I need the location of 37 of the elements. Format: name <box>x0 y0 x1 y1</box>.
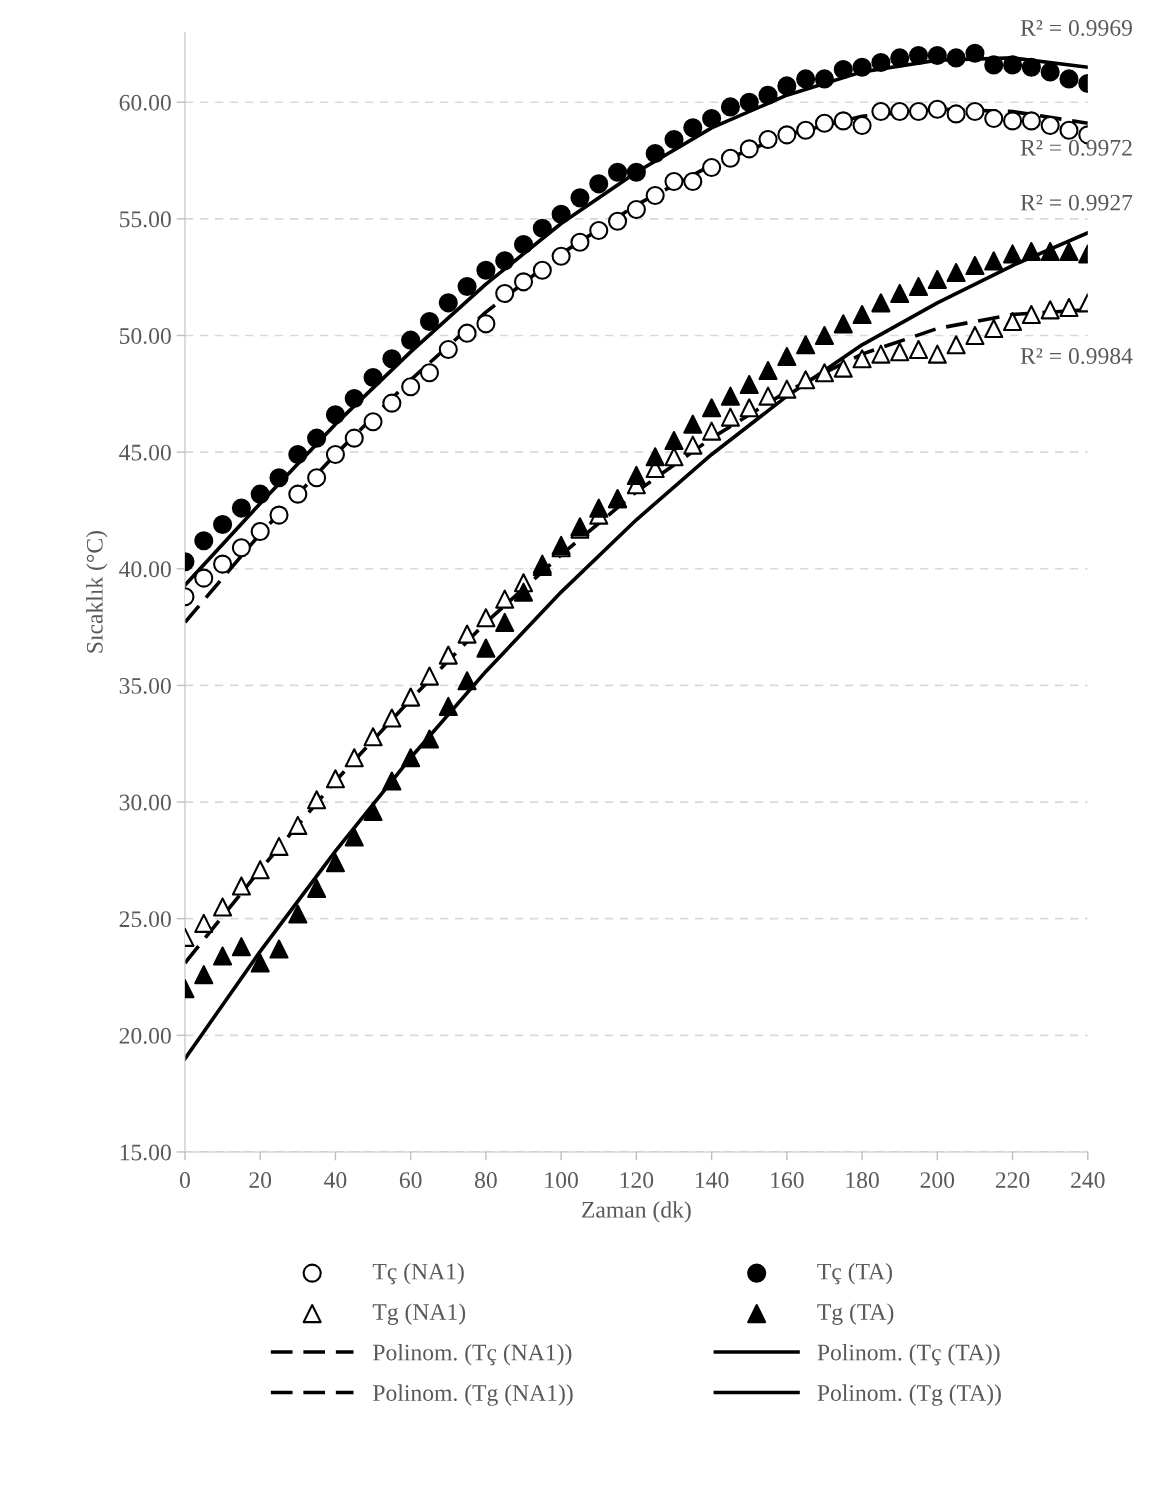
x-tick-label: 220 <box>995 1172 1030 1189</box>
x-axis-title: Zaman (dk) <box>582 1201 691 1223</box>
y-axis-title: Sıcaklık (°C) <box>86 531 108 653</box>
y-tick-label: 60.00 <box>119 94 171 111</box>
legend-label: Polinom. (Tç (TA)) <box>817 1343 1000 1366</box>
legend-label: Polinom. (Tç (NA1)) <box>373 1343 572 1366</box>
x-tick-label: 80 <box>475 1172 497 1189</box>
annotation: R² = 0.9984 <box>1020 348 1133 365</box>
annotation: R² = 0.9927 <box>1020 194 1133 211</box>
legend-label: Tç (NA1) <box>372 1262 464 1285</box>
y-tick-label: 40.00 <box>119 561 171 578</box>
x-tick-label: 140 <box>695 1172 729 1189</box>
x-tick-label: 180 <box>846 1172 879 1189</box>
y-tick-label: 30.00 <box>119 794 171 811</box>
y-tick-label: 15.00 <box>120 1144 171 1161</box>
y-tick-label: 55.00 <box>120 211 171 228</box>
x-tick-label: 160 <box>771 1172 804 1189</box>
x-tick-label: 60 <box>399 1172 422 1189</box>
legend-label: Tç (TA) <box>817 1262 892 1285</box>
y-tick-label: 50.00 <box>120 327 171 345</box>
annotation: R² = 0.9972 <box>1020 139 1132 156</box>
y-tick-label: 20.00 <box>119 1027 171 1044</box>
x-tick-label: 0 <box>179 1172 190 1189</box>
x-tick-label: 20 <box>249 1172 272 1189</box>
x-tick-label: 100 <box>545 1172 578 1189</box>
x-tick-label: 120 <box>620 1172 654 1189</box>
annotation: R² = 0.9969 <box>1020 19 1132 36</box>
legend-label: Polinom. (Tg (TA)) <box>817 1384 1001 1406</box>
y-tick-label: 45.00 <box>119 444 171 461</box>
y-tick-label: 25.00 <box>119 911 171 928</box>
legend-label: Tg (TA) <box>817 1303 894 1325</box>
legend-label: Polinom. (Tg (NA1)) <box>373 1384 573 1406</box>
x-tick-label: 200 <box>920 1172 955 1189</box>
y-tick-label: 35.00 <box>119 677 171 694</box>
legend-label: Tg (NA1) <box>372 1303 466 1325</box>
x-tick-label: 240 <box>1071 1172 1105 1189</box>
x-tick-label: 40 <box>324 1172 347 1189</box>
